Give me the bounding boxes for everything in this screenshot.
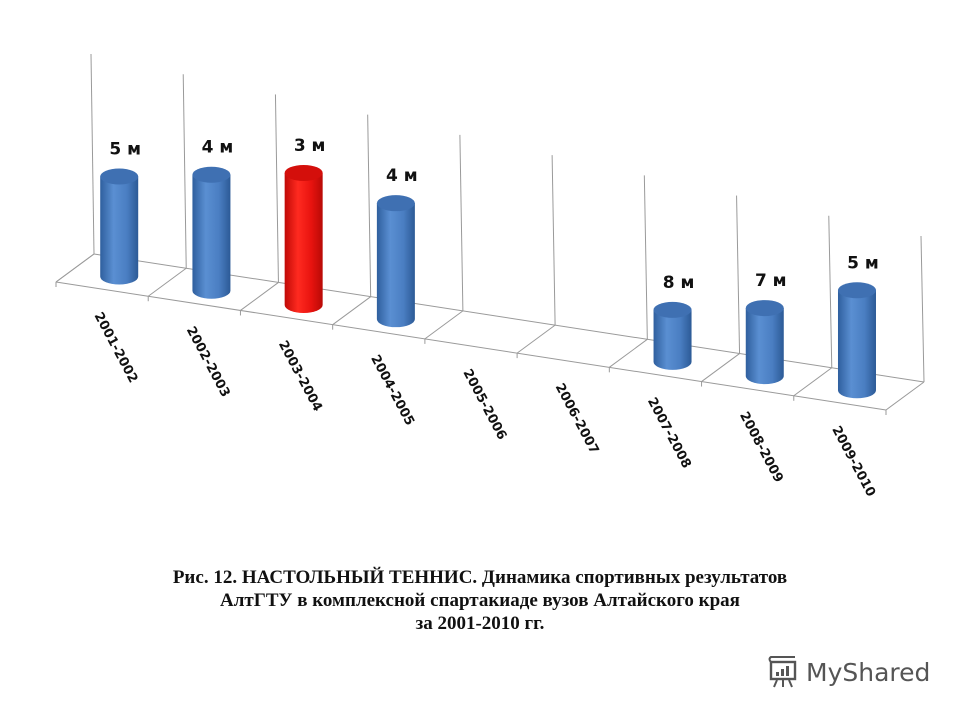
- value-label: 4 м: [202, 138, 234, 158]
- chart-bars: [100, 164, 876, 399]
- cylinder-bar: [192, 166, 231, 299]
- value-label: 3 м: [294, 136, 326, 156]
- cylinder-bar: [100, 168, 139, 285]
- cylinder-bar: [745, 300, 784, 385]
- category-label: 2007-2008: [644, 395, 694, 471]
- presentation-board-icon: [768, 656, 797, 688]
- category-label: 2004-2005: [367, 353, 417, 429]
- value-label: 5 м: [847, 253, 879, 273]
- category-label: 2001-2002: [91, 310, 141, 386]
- figure-caption: Рис. 12. НАСТОЛЬНЫЙ ТЕННИС. Динамика спо…: [0, 566, 960, 635]
- category-label: 2009-2010: [828, 424, 878, 500]
- cylinder-bar: [284, 164, 323, 313]
- value-label: 8 м: [663, 273, 695, 293]
- category-label: 2006-2007: [552, 381, 602, 457]
- chart: 5 м 4 м 3 м 4 м 8 м 7 м 5 м 2001-2002 2002-2003…: [55, 53, 925, 500]
- category-label: 2003-2004: [275, 338, 325, 414]
- caption-line-3: за 2001-2010 гг.: [415, 613, 545, 634]
- value-label: 5 м: [109, 140, 141, 160]
- watermark: MyShared: [766, 655, 930, 689]
- caption-line-1: Рис. 12. НАСТОЛЬНЫЙ ТЕННИС. Динамика спо…: [172, 567, 788, 588]
- category-label: 2005-2006: [459, 367, 509, 443]
- value-label: 4 м: [386, 166, 418, 186]
- chart-gridlines: [55, 53, 925, 415]
- cylinder-bar: [376, 195, 415, 328]
- category-label: 2002-2003: [183, 324, 233, 400]
- caption-line-2: АлтГТУ в комплексной спартакиаде вузов А…: [220, 590, 740, 611]
- category-label: 2008-2009: [736, 410, 786, 486]
- cylinder-bar: [653, 301, 692, 370]
- chart-value-labels: 5 м 4 м 3 м 4 м 8 м 7 м 5 м: [109, 136, 878, 293]
- watermark-text: MyShared: [806, 657, 931, 687]
- value-label: 7 м: [755, 271, 787, 291]
- cylinder-bar: [837, 282, 876, 399]
